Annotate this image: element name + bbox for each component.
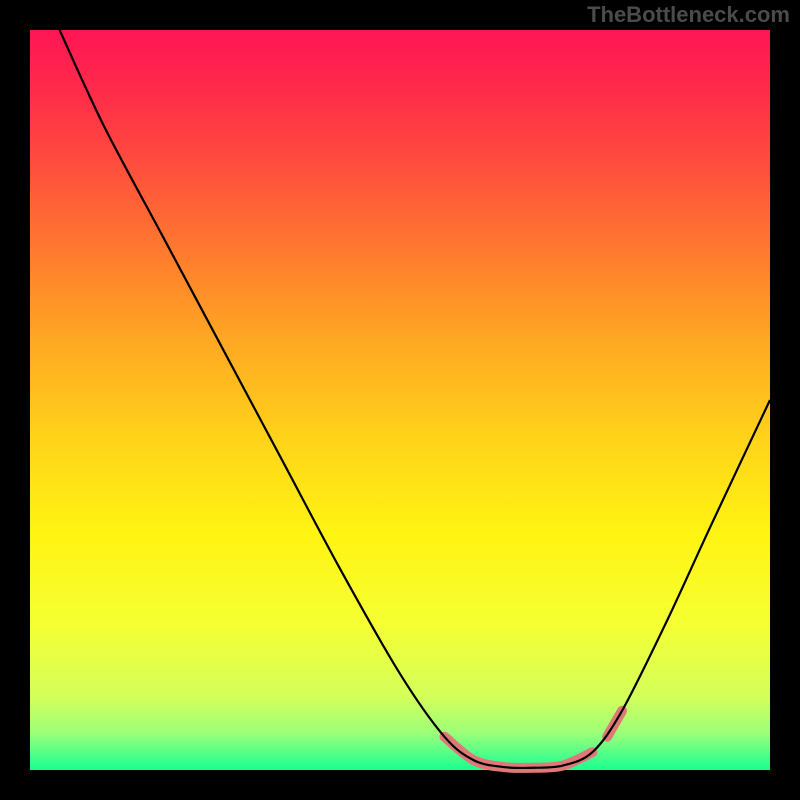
plot-area xyxy=(30,30,770,770)
watermark-text: TheBottleneck.com xyxy=(587,2,790,27)
bottleneck-chart: TheBottleneck.com xyxy=(0,0,800,800)
